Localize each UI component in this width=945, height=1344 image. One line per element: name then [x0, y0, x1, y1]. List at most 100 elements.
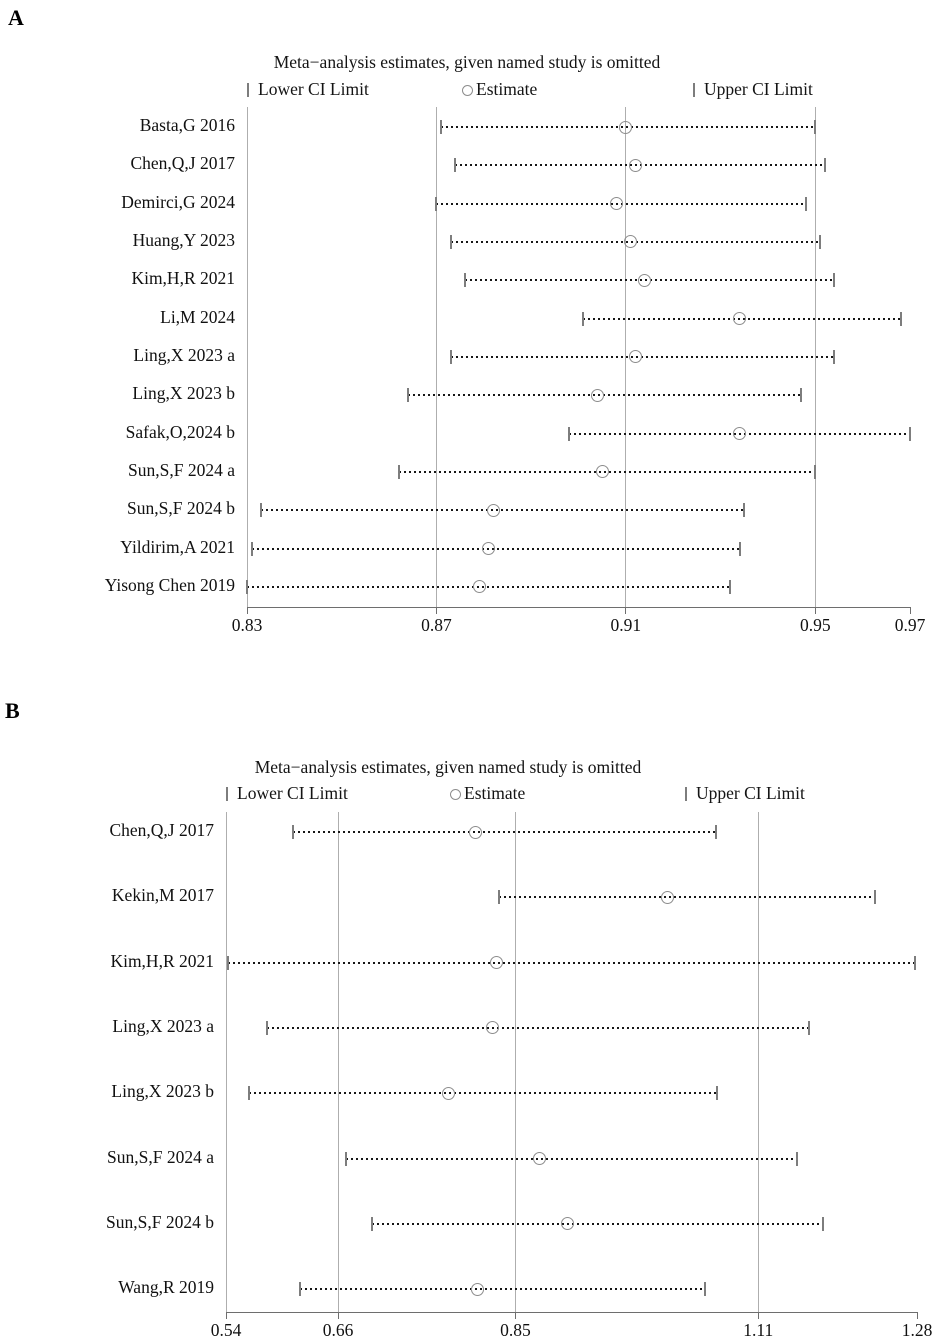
lower-ci-tick [463, 273, 466, 288]
upper-ci-tick [819, 234, 822, 249]
confidence-interval-line [247, 585, 731, 588]
study-label: Ling,X 2023 a [112, 1015, 214, 1036]
study-label: Kim,H,R 2021 [131, 268, 235, 289]
confidence-interval-line [450, 355, 835, 358]
legend-lower-ci: Lower CI Limit [226, 783, 348, 804]
x-axis-tick-label: 0.97 [894, 615, 926, 635]
x-axis-tick [757, 1312, 759, 1319]
upper-ci-tick [800, 388, 803, 403]
x-axis-line [226, 1312, 917, 1313]
legend-estimate: Estimate [462, 79, 537, 100]
confidence-interval-line [227, 961, 916, 964]
lower-ci-tick [454, 158, 457, 173]
x-axis-tick [916, 1312, 918, 1319]
reference-gridline [435, 107, 437, 607]
study-label: Ling,X 2023 b [132, 383, 235, 404]
upper-ci-tick [899, 311, 902, 326]
lower-ci-tick [248, 1086, 251, 1101]
lower-ci-tick [298, 1282, 301, 1297]
lower-ci-tick [449, 349, 452, 364]
estimate-marker [619, 120, 633, 134]
upper-ci-tick [804, 196, 807, 211]
reference-gridline [757, 812, 759, 1312]
confidence-interval-line [371, 1222, 823, 1225]
study-label: Yildirim,A 2021 [120, 536, 235, 557]
estimate-marker [485, 1021, 499, 1035]
study-label: Wang,R 2019 [118, 1277, 214, 1298]
study-label: Ling,X 2023 b [111, 1081, 214, 1102]
confidence-interval-line [251, 547, 740, 550]
x-axis-tick-label: 1.28 [901, 1320, 933, 1340]
study-label: Sun,S,F 2024 b [127, 498, 235, 519]
estimate-marker [486, 503, 500, 517]
legend-upper-label: Upper CI Limit [704, 79, 813, 99]
chart-title-a: Meta−analysis estimates, given named stu… [273, 52, 661, 72]
study-label: Sun,S,F 2024 a [107, 1146, 214, 1167]
lower-ci-tick [497, 890, 500, 905]
estimate-marker [733, 427, 746, 441]
legend-upper-ci: Upper CI Limit [685, 783, 805, 804]
reference-gridline [337, 812, 339, 1312]
lower-ci-tick [250, 541, 253, 556]
lower-ci-tick [440, 120, 443, 134]
x-axis-tick-label: 1.11 [743, 1320, 774, 1340]
estimate-circle-icon [462, 85, 473, 96]
lower-ci-tick-icon [226, 787, 228, 801]
lower-ci-tick [226, 955, 229, 970]
confidence-interval-line [408, 394, 802, 397]
upper-ci-tick [743, 503, 746, 518]
estimate-marker [628, 158, 642, 172]
legend-estimate-label: Estimate [476, 79, 538, 99]
x-axis-tick [337, 1312, 339, 1319]
upper-ci-tick [716, 1086, 719, 1101]
confidence-interval-line [345, 1157, 797, 1160]
upper-ci-tick [738, 541, 741, 556]
lower-ci-tick-icon [247, 83, 249, 97]
upper-ci-tick [909, 426, 911, 441]
estimate-marker [624, 235, 638, 249]
confidence-interval-line [299, 1288, 706, 1291]
confidence-interval-line [498, 896, 875, 899]
estimate-marker [490, 956, 504, 970]
panel-label-a: A [8, 5, 25, 30]
upper-ci-tick [873, 890, 876, 905]
upper-ci-tick [795, 1151, 798, 1166]
study-label: Kekin,M 2017 [111, 885, 214, 906]
estimate-marker [661, 890, 675, 904]
estimate-marker [590, 388, 604, 402]
study-label: Ling,X 2023 a [133, 344, 235, 365]
x-axis-tick-label: 0.85 [500, 1320, 531, 1340]
estimate-marker [441, 1086, 455, 1100]
reference-gridline [514, 812, 516, 1312]
study-label: Safak,O,2024 b [125, 421, 235, 442]
upper-ci-tick [715, 825, 718, 839]
lower-ci-tick [397, 464, 400, 479]
lower-ci-tick [344, 1151, 347, 1166]
estimate-marker [468, 825, 482, 839]
upper-ci-tick [729, 579, 732, 594]
lower-ci-tick [370, 1216, 373, 1231]
lower-ci-tick [246, 579, 248, 594]
study-label: Kim,H,R 2021 [110, 950, 214, 971]
estimate-marker [472, 580, 486, 594]
plot-left-border [247, 107, 248, 607]
study-label: Li,M 2024 [160, 306, 235, 327]
legend-lower-label: Lower CI Limit [237, 783, 348, 803]
x-axis-tick-label: 0.83 [231, 615, 263, 635]
estimate-marker [595, 465, 609, 479]
plot-left-border [226, 812, 227, 1312]
estimate-marker [482, 542, 496, 556]
x-axis-tick-label: 0.54 [210, 1320, 242, 1340]
x-axis-tick [514, 1312, 516, 1319]
x-axis-tick [225, 1312, 227, 1319]
legend-estimate: Estimate [450, 783, 525, 804]
study-label: Chen,Q,J 2017 [109, 820, 214, 840]
estimate-marker [609, 197, 623, 211]
confidence-interval-line [261, 509, 745, 512]
study-label: Chen,Q,J 2017 [130, 153, 235, 174]
study-label: Yisong Chen 2019 [104, 574, 235, 595]
upper-ci-tick [814, 464, 817, 479]
